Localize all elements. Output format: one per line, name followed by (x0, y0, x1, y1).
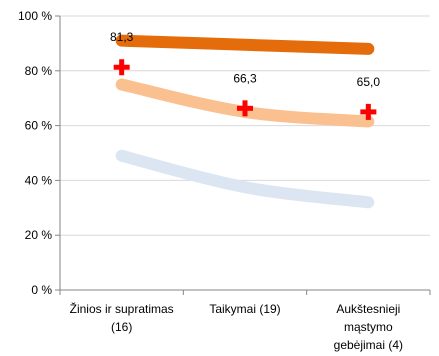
marker-cross (360, 103, 377, 120)
data-label: 81,3 (110, 30, 134, 44)
series-line-1 (115, 34, 375, 55)
x-tick-label: Žinios ir supratimas (16) (70, 301, 174, 334)
y-tick-label: 100 % (18, 9, 52, 23)
data-label: 65,0 (357, 75, 381, 89)
y-tick-label: 20 % (25, 228, 53, 242)
marker-cross (237, 100, 253, 117)
series-line-3 (115, 149, 375, 209)
x-tick-label: Aukštesnieji mąstymo gebėjimai (4) (334, 302, 403, 352)
y-tick-label: 0 % (31, 283, 52, 297)
y-tick-label: 80 % (25, 64, 53, 78)
x-tick-label: Taikymai (19) (209, 302, 280, 316)
y-tick-label: 60 % (25, 119, 53, 133)
marker-cross (113, 59, 130, 76)
marker-cross-v (365, 103, 371, 120)
y-tick-label: 40 % (25, 173, 53, 187)
data-label: 66,3 (233, 71, 257, 85)
marker-cross-v (119, 59, 125, 76)
marker-cross-v (242, 100, 248, 117)
